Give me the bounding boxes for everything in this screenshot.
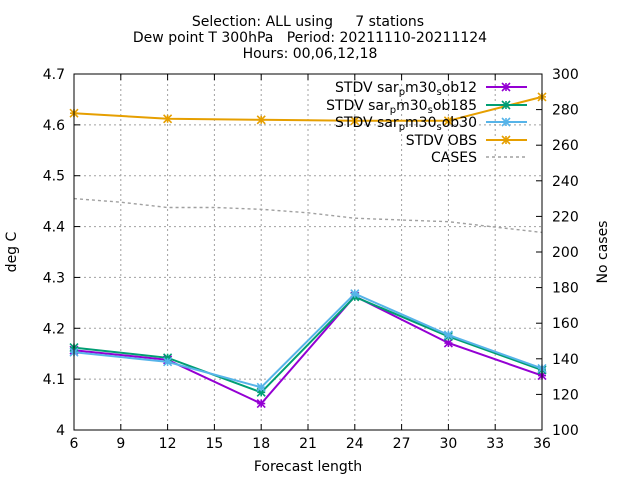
data-point [163,357,173,367]
legend-item: STDV sarpm30sob185 [326,98,527,116]
legend-marker [501,135,511,145]
series-line [73,292,543,389]
data-point [350,289,360,299]
y2-tick-label: 280 [552,103,579,119]
y2-tick-label: 140 [552,352,579,368]
legend-item: CASES [431,150,527,166]
title-line-3: Hours: 00,06,12,18 [243,46,378,62]
y-tick-label: 4.1 [43,372,65,388]
legend-label: STDV sarpm30sob12 [335,80,477,98]
x-tick-label: 9 [116,436,125,452]
x-axis-label: Forecast length [254,459,362,475]
data-point [256,387,266,397]
axis-ticks [73,73,543,431]
y2-tick-label: 180 [552,281,579,297]
x-tick-label: 27 [393,436,411,452]
x-tick-label: 33 [486,436,504,452]
series-line [73,95,543,122]
series-4 [73,197,543,234]
data-point [443,338,453,348]
y-tick-label: 4.3 [43,270,65,286]
title-line-1: Selection: ALL using 7 stations [192,14,424,30]
data-point [163,114,173,124]
x-tick-label: 24 [346,436,364,452]
y-tick-label: 4.6 [43,118,65,134]
legend-marker [501,117,511,127]
legend-marker [501,82,511,92]
y2-tick-label: 300 [552,67,579,83]
y2-tick-label: 200 [552,245,579,261]
series-line [73,197,543,234]
legend-label: CASES [431,150,477,166]
y2-axis-label: No cases [595,221,611,284]
y-axis-label: deg C [4,231,20,272]
data-point [256,398,266,409]
x-tick-label: 30 [439,436,457,452]
x-tick-label: 18 [252,436,270,452]
title-line-2: Dew point T 300hPa Period: 20211110-2021… [133,30,487,46]
series-line [73,294,543,405]
x-tick-label: 6 [70,436,79,452]
y2-tick-label: 220 [552,209,579,225]
y2-tick-label: 100 [552,423,579,439]
legend-item: STDV OBS [406,133,527,149]
series-line [73,295,543,394]
y2-tick-label: 240 [552,174,579,190]
x-tick-label: 36 [533,436,551,452]
data-point [256,115,266,125]
y2-tick-label: 160 [552,316,579,332]
x-tick-label: 12 [159,436,177,452]
x-tick-label: 21 [299,436,317,452]
chart-title: Selection: ALL using 7 stations Dew poin… [133,14,487,62]
y-tick-label: 4.4 [43,220,65,236]
y-tick-label: 4.7 [43,67,65,83]
data-point [350,116,360,126]
legend-item: STDV sarpm30sob30 [335,115,527,133]
y2-tick-label: 120 [552,387,579,403]
legend-marker [501,100,511,110]
y-tick-label: 4 [56,423,65,439]
data-point [256,382,266,392]
data-point [443,330,453,340]
legend-item: STDV sarpm30sob12 [335,80,527,98]
grid-lines [74,74,542,430]
y-tick-label: 4.2 [43,321,65,337]
legend-label: STDV sarpm30sob30 [335,115,477,133]
y-tick-label: 4.5 [43,169,65,185]
legend-label: STDV OBS [406,133,477,149]
data-point [443,116,453,126]
x-tick-label: 15 [205,436,223,452]
tick-labels: 6 9 12 15 18 21 24 27 30 33 36 4 4.1 4.2 4.3 4.4 4.5 4.6 4… [43,67,579,452]
legend-label: STDV sarpm30sob185 [326,98,477,116]
y2-tick-label: 260 [552,138,579,154]
data-point [163,353,173,363]
